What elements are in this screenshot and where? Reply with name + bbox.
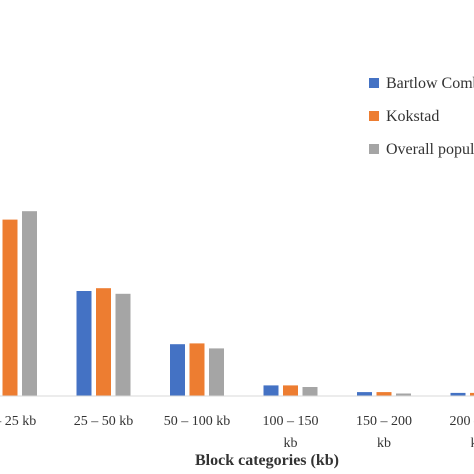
x-tick-label: 150 – 200 kb (356, 414, 412, 451)
bar-3-4 (302, 387, 318, 396)
bar-2-2 (96, 288, 111, 396)
legend-label: Bartlow Combine (386, 75, 474, 92)
bar-1-2 (76, 291, 92, 396)
bar-1-4 (263, 385, 279, 396)
bar-1-6 (450, 392, 466, 396)
bar-3-3 (209, 348, 224, 396)
legend-label: Overall population (386, 141, 474, 158)
x-axis-title: Block categories (kb) (195, 452, 339, 469)
legend-swatch (369, 111, 379, 121)
bars (2, 211, 474, 396)
legend-swatch (369, 78, 379, 88)
bar-2-6 (470, 392, 474, 396)
bar-2-4 (283, 385, 298, 396)
bar-3-5 (396, 393, 411, 396)
bar-3-1 (22, 211, 37, 396)
x-tick-label: 25 – 50 kb (74, 414, 134, 429)
legend-swatch (369, 144, 379, 154)
bar-2-3 (189, 343, 205, 396)
legend-label: Kokstad (386, 108, 439, 125)
bar-2-1 (2, 219, 18, 396)
bar-1-5 (357, 392, 372, 396)
bar-1-3 (170, 344, 185, 396)
x-tick-labels: 0 – 25 kb 25 – 50 kb 50 – 100 kb 100 – 150k… (0, 414, 474, 451)
x-tick-label: 0 – 25 kb (0, 414, 36, 429)
x-tick-label: 100 – 150 kb (263, 414, 319, 451)
x-tick-label: 200 – 500kb (450, 414, 474, 451)
bar-3-2 (115, 293, 131, 396)
bar-2-5 (376, 392, 392, 396)
x-tick-label: 50 – 100 kb (164, 414, 231, 429)
legend: Bartlow Combine Kokstad Overall population (369, 75, 474, 158)
